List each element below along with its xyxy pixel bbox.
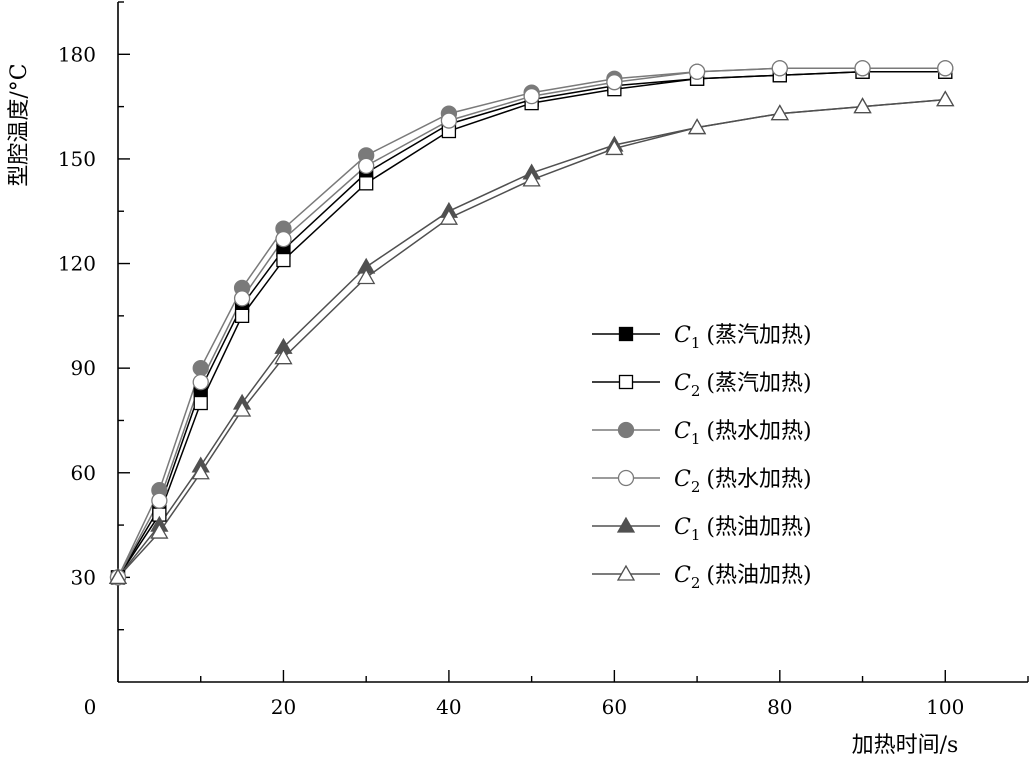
series-line-0 — [117, 70, 946, 578]
legend-label: C1 (热水加热) — [674, 419, 812, 448]
legend-label-var: C — [674, 419, 691, 444]
series-5-marker — [232, 400, 252, 417]
x-axis-title: 加热时间/s — [852, 733, 959, 758]
legend-label: C1 (热油加热) — [674, 515, 812, 544]
series-2-marker — [192, 360, 209, 377]
y-tick-label: 60 — [71, 461, 96, 485]
legend-item: C1 (热油加热) — [592, 515, 812, 544]
series-5-marker — [191, 463, 210, 480]
series-markers — [108, 60, 955, 586]
x-tick-label: 40 — [436, 695, 461, 719]
x-tick-label: 100 — [926, 695, 964, 719]
legend-label: C2 (热水加热) — [674, 467, 812, 496]
y-axis-title: 型腔温度/°C — [7, 63, 32, 186]
legend-label-sub: 1 — [691, 526, 701, 544]
series-5-marker — [936, 90, 955, 107]
legend-label-sub: 2 — [691, 478, 701, 496]
legend: C1 (蒸汽加热)C2 (蒸汽加热)C1 (热水加热)C2 (热水加热)C1 (热油加热)… — [592, 323, 812, 592]
legend-marker — [618, 326, 634, 342]
legend-label-text: (热水加热) — [706, 467, 811, 492]
series-5-marker — [274, 348, 293, 365]
legend-marker — [618, 374, 634, 390]
legend-label-text: (热油加热) — [706, 563, 811, 588]
series-3-marker — [151, 492, 168, 509]
series-3-marker — [688, 63, 706, 80]
x-tick-label: 0 — [84, 695, 97, 719]
legend-label-text: (蒸汽加热) — [706, 323, 811, 348]
tick-labels: 0 20 40 60 80 100 30 60 90 120 150 180 — [58, 42, 965, 719]
series-5-marker — [770, 104, 789, 121]
y-tick-label: 120 — [58, 252, 96, 276]
y-tick-label: 180 — [58, 42, 96, 66]
legend-label-sub: 1 — [691, 430, 701, 448]
legend-item: C2 (蒸汽加热) — [592, 371, 812, 400]
series-3-marker — [937, 60, 954, 77]
series-line-1 — [117, 70, 946, 578]
series-3-marker — [233, 290, 251, 307]
legend-marker — [616, 516, 636, 533]
series-1-marker — [359, 176, 374, 191]
legend-label-text: (热水加热) — [706, 419, 811, 444]
y-tick-label: 90 — [71, 356, 96, 380]
legend-label: C1 (蒸汽加热) — [674, 323, 812, 352]
legend-label: C2 (热油加热) — [674, 563, 812, 592]
legend-label-sub: 2 — [691, 574, 701, 592]
series-5-marker — [150, 522, 169, 539]
series-5-marker — [605, 139, 624, 156]
legend-label-var: C — [674, 323, 691, 348]
series-1-marker — [276, 252, 291, 268]
legend-item: C1 (蒸汽加热) — [592, 323, 812, 352]
series-3-marker — [440, 112, 458, 129]
x-tick-label: 80 — [767, 695, 792, 719]
legend-label: C2 (蒸汽加热) — [674, 371, 812, 400]
legend-item: C1 (热水加热) — [592, 419, 812, 448]
series-3-marker — [523, 88, 540, 105]
legend-label-var: C — [674, 515, 691, 540]
legend-label-text: (热油加热) — [706, 515, 811, 540]
series-3-marker — [358, 157, 375, 175]
series-3-marker — [192, 373, 209, 391]
series-3-marker — [854, 60, 871, 77]
legend-item: C2 (热水加热) — [592, 467, 812, 496]
legend-label-var: C — [674, 467, 691, 492]
series-3-marker — [275, 230, 292, 248]
series-1-marker — [193, 395, 208, 411]
series-5-marker — [853, 97, 872, 114]
legend-label-var: C — [674, 371, 691, 396]
legend-marker — [617, 469, 635, 487]
series-5-marker — [687, 118, 707, 135]
x-tick-label: 60 — [602, 695, 627, 719]
legend-marker — [617, 421, 635, 439]
legend-label-sub: 2 — [691, 382, 701, 400]
series-3-marker — [606, 74, 623, 91]
series-1-marker — [234, 308, 250, 323]
series-3-marker — [771, 60, 788, 77]
legend-label-var: C — [674, 563, 691, 588]
legend-label-text: (蒸汽加热) — [706, 371, 811, 396]
series-5-marker — [357, 268, 376, 285]
legend-marker — [616, 564, 636, 581]
ticks — [117, 1, 1029, 682]
series-5-marker — [522, 170, 541, 187]
y-tick-label: 30 — [71, 565, 96, 589]
series-5-marker — [108, 568, 128, 585]
x-tick-label: 20 — [271, 695, 296, 719]
series-5-marker — [439, 208, 459, 225]
legend-item: C2 (热油加热) — [592, 563, 812, 592]
legend-label-sub: 1 — [691, 334, 701, 352]
y-tick-label: 150 — [58, 147, 96, 171]
